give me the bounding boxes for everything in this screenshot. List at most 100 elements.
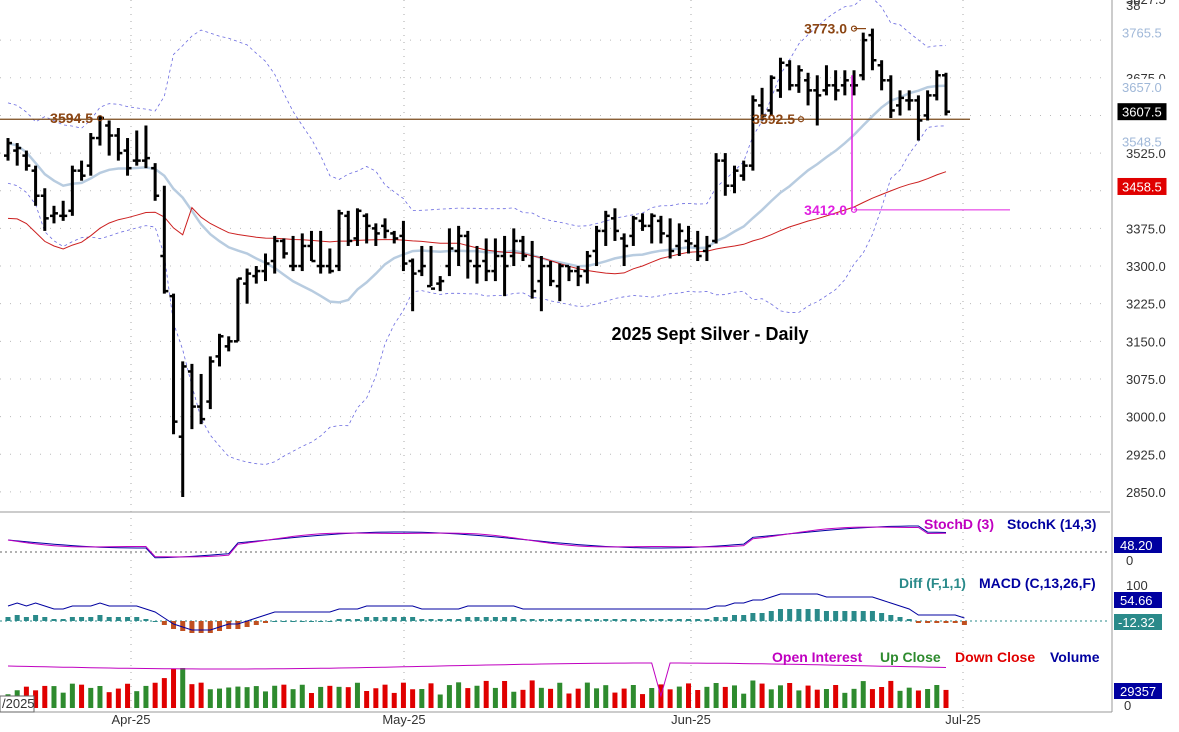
volume-bar (410, 689, 416, 708)
macd-diff-bar (69, 617, 75, 621)
price-tick-label: 3525.0 (1126, 146, 1166, 161)
stochk-line (7, 525, 947, 559)
volume-bar (603, 685, 609, 708)
annotation-marker (96, 115, 104, 122)
volume-bar (796, 690, 802, 708)
macd-diff-bar (382, 617, 388, 621)
volume-bar (676, 686, 682, 708)
macd-diff-bar (189, 621, 195, 633)
macd-diff-bar (548, 619, 554, 621)
macd-diff-bar (915, 621, 921, 623)
up-close-legend: Up Close (880, 649, 941, 665)
stoch-axis-zero: 0 (1126, 553, 1133, 568)
volume-bar (741, 693, 747, 708)
volume-bar (814, 689, 820, 708)
macd-diff-bar (686, 619, 692, 621)
annotation-marker (797, 116, 805, 123)
macd-diff-bar (244, 621, 250, 627)
down-close-legend: Down Close (955, 649, 1035, 665)
volume-bar (115, 688, 121, 708)
volume-bar (400, 682, 406, 708)
volume-value-text: 29357 (1120, 684, 1156, 699)
volume-bar (373, 688, 379, 708)
macd-diff-bar (520, 619, 526, 621)
macd-diff-bar (88, 617, 94, 621)
volume-bar (915, 690, 921, 708)
macd-diff-bar (934, 621, 940, 623)
volume-bar (731, 685, 737, 708)
volume-bar (483, 680, 489, 708)
macd-diff-bar (235, 621, 241, 629)
volume-bar (713, 683, 719, 708)
macd-diff-bar (667, 619, 673, 621)
macd-diff-bar (768, 611, 774, 621)
volume-bar (217, 688, 223, 708)
macd-diff-bar (731, 615, 737, 621)
volume-bar (437, 694, 443, 708)
price-value-box (1117, 103, 1167, 121)
price-value-text: 3765.5 (1122, 25, 1162, 40)
macd-diff-bar (713, 617, 719, 621)
date-tick-label: Apr-25 (111, 712, 150, 727)
volume-bar (456, 682, 462, 708)
volume-bar (520, 689, 526, 708)
volume-bar (612, 692, 618, 708)
macd-diff-bar (161, 621, 167, 625)
volume-bar (759, 683, 765, 708)
volume-bar (419, 689, 425, 708)
macd-diff-bar (492, 617, 498, 621)
macd-diff-bar (106, 617, 112, 621)
macd-diff-bar (943, 621, 949, 623)
volume-bar (299, 684, 305, 708)
diff-value-box (1114, 614, 1162, 630)
volume-bar (88, 687, 94, 708)
macd-diff-bar (437, 619, 443, 621)
volume-bar (934, 685, 940, 708)
volume-bar (391, 692, 397, 708)
macd-diff-bar (253, 621, 259, 625)
price-axis: 2850.0 2925.0 3000.0 3075.0 3150.0 3225.0 3300… (1117, 0, 1167, 500)
volume-bar (244, 687, 250, 708)
volume-value-box (1114, 683, 1162, 699)
price-tick-label-top: 3827.5 (1126, 0, 1166, 7)
macd-diff-bar (869, 611, 875, 621)
stochd-legend: StochD (3) (924, 516, 994, 532)
volume-bar (584, 682, 590, 708)
macd-diff-bar (143, 619, 149, 621)
volume-bar (308, 693, 314, 708)
price-tick-label: 3300.0 (1126, 259, 1166, 274)
volume-bar (630, 685, 636, 708)
volume-bar (511, 691, 517, 708)
macd-diff-bar (860, 611, 866, 621)
volume-bar (446, 685, 452, 708)
macd-diff-bar (14, 615, 20, 621)
macd-diff-bar (180, 621, 186, 631)
macd-diff-bar (483, 617, 489, 621)
macd-diff-bar (594, 619, 600, 621)
price-gridlines (0, 39, 1110, 493)
date-tick-label: Jun-25 (671, 712, 711, 727)
volume-bar (869, 689, 875, 708)
price-annotations: 3594.5 3592.5 3773.0 3412.0 (50, 21, 1010, 218)
price-value-text: 3607.5 (1122, 105, 1162, 120)
volume-bar (318, 686, 324, 708)
price-tick-label: 3150.0 (1126, 334, 1166, 349)
volume-bar (695, 690, 701, 708)
date-gridlines (130, 0, 964, 712)
price-tick-label: 2925.0 (1126, 447, 1166, 462)
macd-diff-bar (621, 619, 627, 621)
volume-bar (33, 690, 39, 708)
macd-diff-bar (502, 617, 508, 621)
macd-diff-bar (299, 621, 305, 622)
volume-bar (226, 687, 232, 708)
start-date-box (0, 695, 35, 713)
macd-diff-bar (272, 621, 278, 622)
macd-diff-bar (695, 619, 701, 621)
macd-diff-bar (226, 621, 232, 629)
volume-bar (97, 686, 103, 708)
volume-bar (805, 685, 811, 708)
macd-diff-bar (566, 619, 572, 621)
volume-bar (502, 681, 508, 708)
macd-value-box (1114, 592, 1162, 608)
volume-bar (594, 688, 600, 708)
